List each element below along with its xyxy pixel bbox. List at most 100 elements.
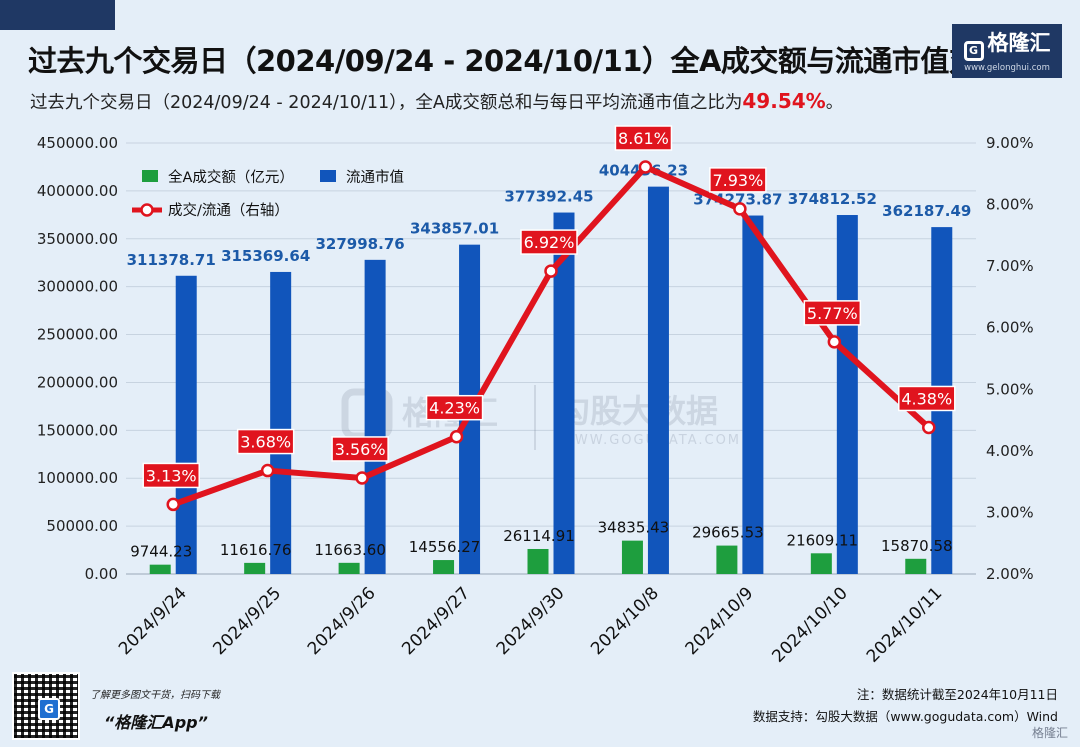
bar-market-cap-label: 377392.45 [504, 188, 593, 206]
bar-volume [149, 564, 171, 574]
x-tick-label: 2024/9/24 [115, 583, 191, 659]
bar-market-cap [836, 215, 858, 575]
bar-market-cap [364, 259, 386, 574]
y-left-tick-label: 400000.00 [37, 182, 118, 200]
y-right-tick-label: 3.00% [986, 503, 1034, 521]
ratio-line-series: 3.13% 3.68% 3.56% 4.23% 6.92% 8.61% 7.93% 5.77%… [142, 125, 956, 512]
x-tick-label: 2024/10/9 [682, 583, 758, 659]
y-right-tick-label: 4.00% [986, 442, 1034, 460]
bar-market-cap-label: 315369.64 [221, 247, 310, 265]
bar-volume [810, 553, 832, 574]
x-tick-label: 2024/9/25 [209, 583, 285, 659]
footer-note: 注：数据统计截至2024年10月11日 [856, 687, 1058, 702]
y-left-tick-label: 450000.00 [37, 134, 118, 152]
subtitle-text: 过去九个交易日（2024/09/24 - 2024/10/11），全A成交额总和… [30, 93, 743, 113]
corner-watermark: 格隆汇 [1031, 726, 1068, 740]
bar-market-cap-label: 374812.52 [788, 190, 877, 208]
ratio-marker [827, 335, 842, 349]
ratio-label: 5.77% [807, 304, 858, 323]
y-right-tick-label: 6.00% [986, 319, 1034, 337]
y-left-tick-label: 250000.00 [37, 326, 118, 344]
legend-swatch-market-cap [320, 170, 336, 182]
bar-volume [716, 545, 738, 574]
bar-volume [433, 560, 455, 574]
x-tick-label: 2024/10/8 [587, 583, 663, 659]
y-left-tick-label: 200000.00 [37, 373, 118, 391]
ratio-label-box [898, 385, 956, 412]
x-tick-label: 2024/9/27 [398, 583, 474, 659]
bar-volume [244, 562, 266, 574]
ratio-label-box [709, 167, 767, 193]
logo-title: G 格隆汇 [952, 24, 1062, 61]
y-axis-left: 0.00 50000.00 100000.00 150000.00 200000.00 2… [37, 134, 118, 583]
bar-volume-label: 34835.43 [598, 519, 670, 537]
bar-volume-label: 15870.58 [881, 537, 953, 555]
ratio-label-box [614, 125, 673, 151]
ratio-marker [733, 202, 747, 216]
y-left-tick-label: 100000.00 [37, 469, 118, 487]
bar-volume [527, 548, 549, 574]
legend-label-market-cap: 流通市值 [346, 169, 404, 186]
logo-url: www.gelonghui.com [964, 63, 1050, 73]
y-axis-right: 2.00% 3.00% 4.00% 5.00% 6.00% 7.00% 8.00% 9.00% [986, 134, 1034, 583]
bar-volume [905, 558, 927, 574]
y-right-tick-label: 5.00% [986, 380, 1034, 398]
y-left-tick-label: 150000.00 [37, 421, 118, 439]
ratio-label-box [520, 229, 578, 255]
bar-market-cap [647, 186, 669, 575]
legend-label-ratio: 成交/流通（右轴） [168, 201, 289, 219]
bar-volume-label: 11663.60 [314, 541, 386, 559]
bar-market-cap [553, 212, 575, 574]
footer-promo: 了解更多图文干货，扫码下载 [90, 690, 220, 701]
ratio-marker [355, 471, 369, 485]
gelonghui-logo: G 格隆汇 www.gelonghui.com [952, 24, 1062, 78]
top-accent-bar [0, 0, 115, 30]
ratio-label: 3.13% [146, 466, 197, 485]
bar-volume [338, 562, 360, 574]
x-tick-label: 2024/9/26 [304, 583, 380, 659]
y-left-tick-label: 300000.00 [37, 278, 118, 296]
logo-g-icon: G [963, 41, 984, 61]
logo-text: 格隆汇 [987, 31, 1051, 55]
chart-title: 过去九个交易日（2024/09/24 - 2024/10/11）全A成交额与流通… [28, 44, 1006, 78]
y-left-tick-label: 0.00 [85, 565, 118, 583]
bar-volume-label: 21609.11 [787, 531, 859, 549]
y-left-tick-label: 350000.00 [37, 230, 118, 248]
legend-label-volume: 全A成交额（亿元） [168, 168, 294, 186]
y-right-tick-label: 7.00% [986, 257, 1034, 275]
ratio-label: 3.68% [240, 433, 291, 452]
bar-volume-label: 14556.27 [409, 538, 481, 556]
subtitle-highlight-value: 49.54% [742, 89, 826, 113]
chart-legend: 全A成交额（亿元） 流通市值 成交/流通（右轴） [132, 168, 404, 219]
ratio-marker [638, 160, 653, 174]
bar-market-cap-label: 311378.71 [127, 251, 216, 269]
chart-gridlines [126, 142, 976, 575]
bar-volume-label: 11616.76 [220, 541, 292, 559]
ratio-label: 6.92% [524, 233, 575, 252]
y-left-tick-label: 50000.00 [46, 517, 118, 535]
ratio-label: 8.61% [618, 129, 669, 148]
bar-volume-label: 26114.91 [503, 527, 575, 545]
footer-source: 数据支持：勾股大数据（www.gogudata.com）Wind [752, 709, 1058, 724]
y-right-tick-label: 2.00% [986, 565, 1034, 583]
bar-market-cap-label: 343857.01 [410, 220, 499, 238]
ratio-label: 4.23% [429, 399, 480, 418]
ratio-label: 7.93% [712, 171, 763, 190]
ratio-label-box [142, 462, 200, 489]
ratio-label-box [425, 394, 484, 421]
qr-logo-icon: G [38, 698, 60, 720]
y-right-tick-label: 8.00% [986, 196, 1034, 214]
ratio-marker [449, 429, 464, 444]
chart-subtitle: 过去九个交易日（2024/09/24 - 2024/10/11），全A成交额总和… [30, 89, 843, 114]
y-right-tick-label: 9.00% [986, 134, 1034, 152]
bar-market-cap-label: 327998.76 [316, 235, 405, 253]
bar-volume-label: 29665.53 [692, 524, 764, 542]
app-qr-code: G [12, 672, 80, 740]
legend-swatch-volume [142, 170, 158, 182]
watermark-right-text: 勾股大数据 [558, 392, 718, 430]
ratio-label-box [803, 300, 862, 326]
bar-market-cap [175, 275, 197, 574]
ratio-marker [544, 264, 558, 278]
x-tick-label: 2024/10/11 [863, 583, 946, 666]
